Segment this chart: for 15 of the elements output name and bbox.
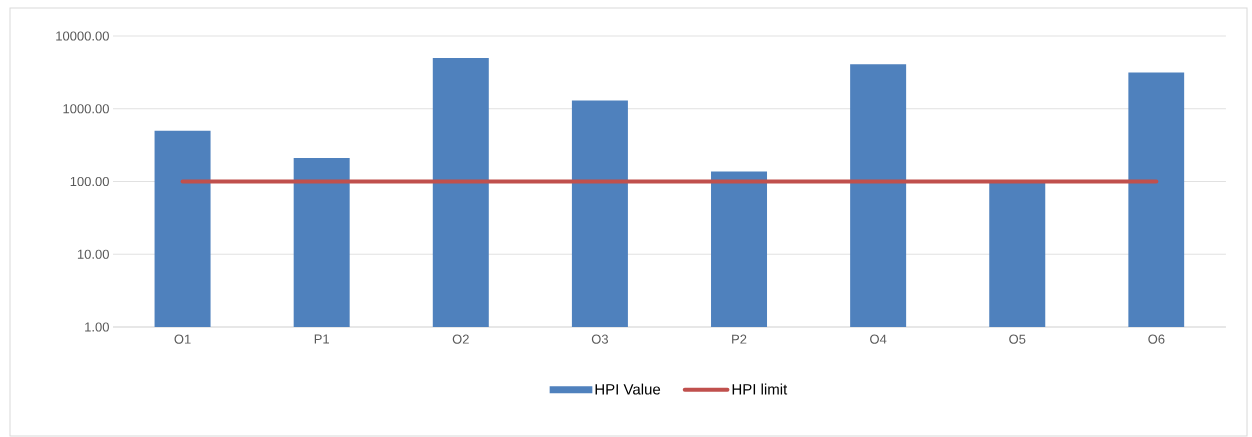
- x-tick-label: O6: [1148, 334, 1165, 344]
- x-tick-label: O4: [870, 334, 887, 344]
- legend-label: HPI limit: [732, 383, 788, 395]
- x-tick-label: P1: [314, 334, 329, 344]
- y-tick-label: 1.00: [85, 322, 109, 332]
- y-tick-label: 10000.00: [56, 31, 109, 41]
- x-tick-label: P2: [732, 334, 747, 344]
- x-tick-label: O5: [1009, 334, 1026, 344]
- x-tick-label: O3: [591, 334, 609, 344]
- x-tick-label: O2: [452, 334, 469, 344]
- legend-label: HPI Value: [595, 383, 661, 395]
- y-tick-label: 10.00: [77, 249, 109, 259]
- y-tick-label: 100.00: [70, 176, 109, 187]
- y-tick-label: 1000.00: [63, 104, 109, 114]
- x-tick-label: O1: [174, 334, 191, 344]
